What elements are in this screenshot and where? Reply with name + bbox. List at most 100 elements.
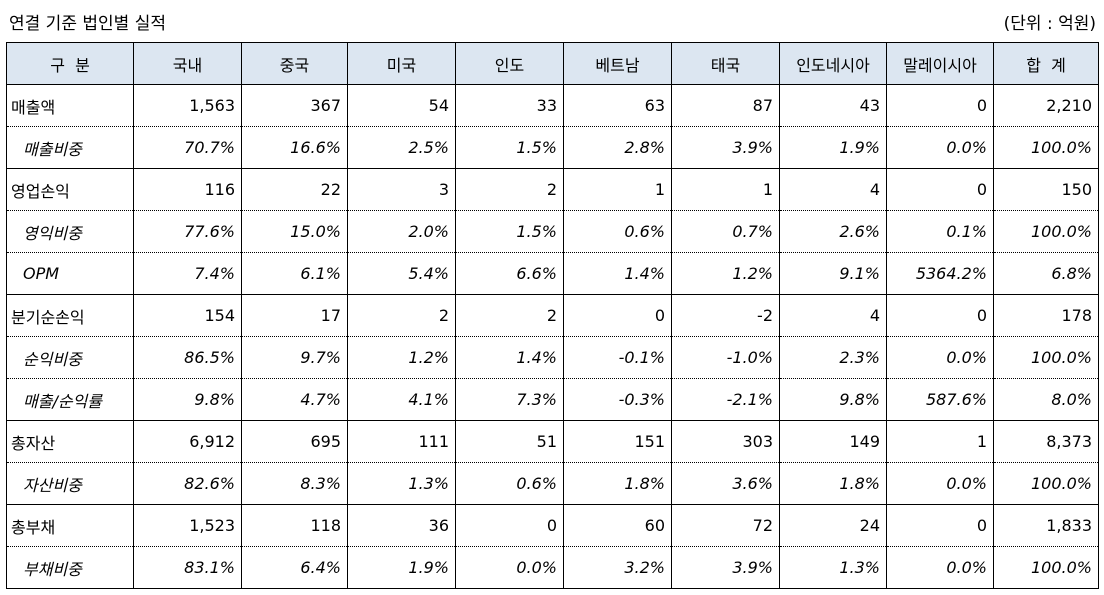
table-cell: 0 — [563, 294, 672, 337]
table-cell: 0 — [886, 84, 994, 127]
table-cell: 1.2% — [347, 336, 456, 379]
table-cell: 2 — [347, 294, 456, 337]
table-cell: 51 — [455, 420, 564, 463]
row-label: 영익비중 — [6, 210, 134, 253]
table-cell: 151 — [563, 420, 672, 463]
table-cell: 2.5% — [347, 126, 456, 169]
table-cell: 1 — [563, 168, 672, 211]
table-cell: 6.6% — [455, 252, 564, 295]
table-cell: 3.9% — [671, 546, 780, 589]
table-cell: 178 — [993, 294, 1099, 337]
table-cell: 0 — [886, 168, 994, 211]
table-cell: 8,373 — [993, 420, 1099, 463]
table-cell: 0.6% — [563, 210, 672, 253]
table-cell: 0.7% — [671, 210, 780, 253]
table-cell: 36 — [347, 504, 456, 547]
table-cell: 7.3% — [455, 378, 564, 421]
column-header: 말레이시아 — [886, 42, 994, 85]
table-cell: 7.4% — [133, 252, 242, 295]
table-cell: -2.1% — [671, 378, 780, 421]
row-label: 총부채 — [6, 504, 134, 547]
table-cell: 116 — [133, 168, 242, 211]
table-row: 부채비중 83.1% 6.4% 1.9% 0.0% 3.2% 3.9% 1.3% 0.0% 100… — [6, 546, 1099, 589]
table-row: OPM 7.4% 6.1% 5.4% 6.6% 1.4% 1.2% 9.1% 5364.2% 6.… — [6, 252, 1099, 295]
table-cell: 86.5% — [133, 336, 242, 379]
table-cell: 0.0% — [886, 546, 994, 589]
column-header: 구 분 — [6, 42, 134, 85]
table-cell: 15.0% — [241, 210, 348, 253]
table-cell: 2.3% — [779, 336, 887, 379]
table-cell: 2,210 — [993, 84, 1099, 127]
column-header: 인도 — [455, 42, 564, 85]
table-cell: 695 — [241, 420, 348, 463]
table-cell: 0.0% — [455, 546, 564, 589]
table-cell: 3.2% — [563, 546, 672, 589]
table-cell: 2.8% — [563, 126, 672, 169]
table-cell: 1.9% — [779, 126, 887, 169]
table-cell: 0.1% — [886, 210, 994, 253]
table-cell: 0.0% — [886, 126, 994, 169]
column-header: 중국 — [241, 42, 348, 85]
table-cell: 63 — [563, 84, 672, 127]
column-header: 합 계 — [993, 42, 1099, 85]
column-header: 미국 — [347, 42, 456, 85]
table-cell: 83.1% — [133, 546, 242, 589]
table-cell: 587.6% — [886, 378, 994, 421]
table-cell: 2 — [455, 168, 564, 211]
table-cell: 4.7% — [241, 378, 348, 421]
table-cell: 43 — [779, 84, 887, 127]
row-label: 매출비중 — [6, 126, 134, 169]
table-cell: 1 — [886, 420, 994, 463]
table-row: 자산비중 82.6% 8.3% 1.3% 0.6% 1.8% 3.6% 1.8% 0.0% 100… — [6, 462, 1099, 505]
table-cell: 4 — [779, 294, 887, 337]
table-cell: 0.6% — [455, 462, 564, 505]
table-cell: 77.6% — [133, 210, 242, 253]
table-cell: 24 — [779, 504, 887, 547]
table-cell: 17 — [241, 294, 348, 337]
row-label: 자산비중 — [6, 462, 134, 505]
table-cell: 1.8% — [779, 462, 887, 505]
table-cell: 303 — [671, 420, 780, 463]
table-cell: 100.0% — [993, 462, 1099, 505]
table-cell: 82.6% — [133, 462, 242, 505]
table-row: 매출비중 70.7% 16.6% 2.5% 1.5% 2.8% 3.9% 1.9% 0.0% 10… — [6, 126, 1099, 169]
table-cell: 87 — [671, 84, 780, 127]
table-cell: 100.0% — [993, 336, 1099, 379]
table-cell: 9.8% — [133, 378, 242, 421]
table-cell: 0 — [455, 504, 564, 547]
table-row: 분기순손익 154 17 2 2 0 -2 4 0 178 — [6, 294, 1099, 337]
table-cell: 6.4% — [241, 546, 348, 589]
table-cell: -1.0% — [671, 336, 780, 379]
row-label: 매출액 — [6, 84, 134, 127]
table-cell: 1.3% — [347, 462, 456, 505]
column-header: 국내 — [133, 42, 242, 85]
row-label: OPM — [6, 252, 134, 295]
table-cell: 3.6% — [671, 462, 780, 505]
table-cell: 1.5% — [455, 210, 564, 253]
table-cell: 6,912 — [133, 420, 242, 463]
table-cell: 100.0% — [993, 210, 1099, 253]
row-label: 분기순손익 — [6, 294, 134, 337]
row-label: 총자산 — [6, 420, 134, 463]
table-row: 총부채 1,523 118 36 0 60 72 24 0 1,833 — [6, 504, 1099, 547]
table-cell: 1,833 — [993, 504, 1099, 547]
row-label: 부채비중 — [6, 546, 134, 589]
table-cell: 1.8% — [563, 462, 672, 505]
unit-label: (단위 : 억원) — [1003, 14, 1096, 34]
table-cell: 1.9% — [347, 546, 456, 589]
table-cell: -0.3% — [563, 378, 672, 421]
table-cell: 1 — [671, 168, 780, 211]
table-cell: 9.7% — [241, 336, 348, 379]
table-cell: 111 — [347, 420, 456, 463]
table-cell: 367 — [241, 84, 348, 127]
table-cell: 1.5% — [455, 126, 564, 169]
results-table: 구 분 국내 중국 미국 인도 베트남 태국 인도네시아 말레이시아 합 계 매출액 1,563 36… — [6, 42, 1099, 589]
table-cell: 149 — [779, 420, 887, 463]
table-cell: 0.0% — [886, 462, 994, 505]
table-cell: 9.8% — [779, 378, 887, 421]
table-cell: 154 — [133, 294, 242, 337]
table-row: 영익비중 77.6% 15.0% 2.0% 1.5% 0.6% 0.7% 2.6% 0.1% 10… — [6, 210, 1099, 253]
table-cell: 0 — [886, 504, 994, 547]
table-cell: 60 — [563, 504, 672, 547]
table-cell: 5364.2% — [886, 252, 994, 295]
